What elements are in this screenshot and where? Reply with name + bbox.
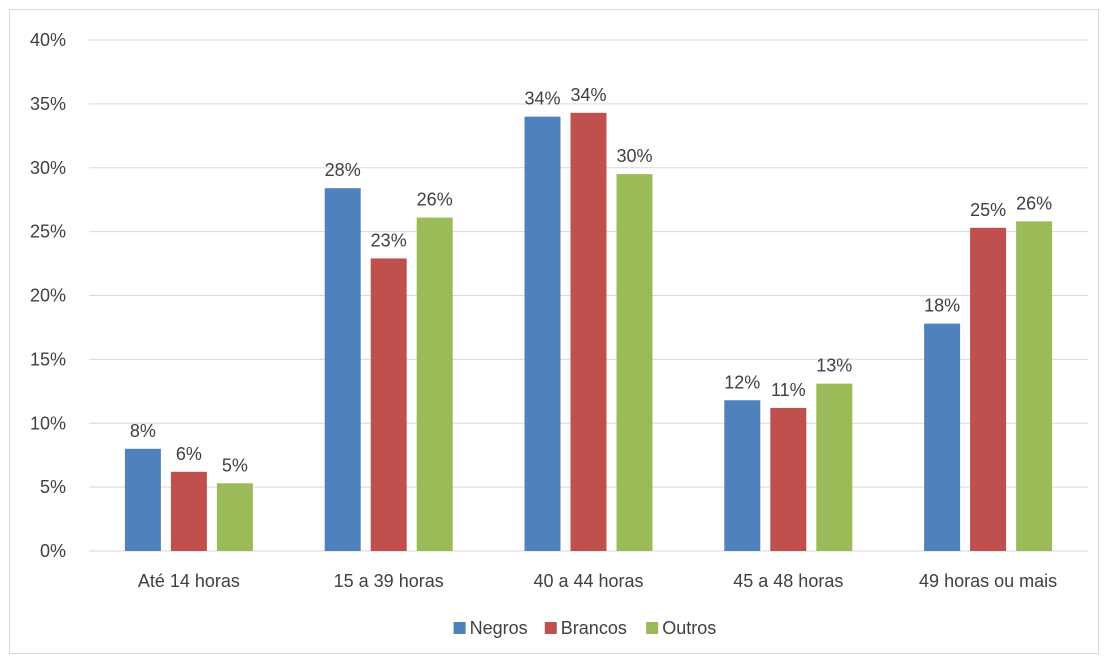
legend-swatch-brancos [544, 622, 557, 634]
bar-outros [816, 383, 853, 551]
data-label: 26% [417, 190, 453, 210]
data-label: 5% [222, 455, 248, 475]
y-tick-label: 15% [30, 349, 66, 369]
bar-outros [616, 174, 653, 551]
legend-label-negros: Negros [470, 618, 528, 638]
bar-outros [1016, 221, 1053, 551]
legend-label-outros: Outros [662, 618, 716, 638]
data-label: 30% [616, 146, 652, 166]
x-category-label: Até 14 horas [138, 571, 240, 591]
bar-outros [216, 483, 253, 551]
y-tick-label: 30% [30, 158, 66, 178]
data-label: 26% [1016, 193, 1052, 213]
bar-negros [924, 323, 961, 551]
legend-label-brancos: Brancos [561, 618, 627, 638]
y-tick-label: 25% [30, 222, 66, 242]
x-category-label: 49 horas ou mais [919, 571, 1057, 591]
bar-negros [124, 448, 161, 551]
y-tick-label: 10% [30, 413, 66, 433]
y-tick-label: 35% [30, 94, 66, 114]
data-label: 6% [176, 444, 202, 464]
data-label: 34% [524, 89, 560, 109]
bar-brancos [770, 407, 807, 551]
y-tick-label: 20% [30, 286, 66, 306]
bar-negros [324, 188, 361, 551]
y-tick-label: 40% [30, 30, 66, 50]
bar-brancos [170, 471, 207, 551]
data-label: 25% [970, 200, 1006, 220]
data-label: 28% [325, 160, 361, 180]
data-label: 12% [724, 372, 760, 392]
data-label: 34% [570, 85, 606, 105]
bar-negros [524, 116, 561, 552]
bar-outros [416, 217, 453, 551]
data-label: 11% [771, 380, 806, 400]
bar-brancos [970, 227, 1007, 552]
x-category-label: 45 a 48 horas [733, 571, 843, 591]
bar-brancos [570, 112, 607, 551]
x-category-label: 40 a 44 horas [533, 571, 643, 591]
data-label: 13% [816, 356, 852, 376]
legend-swatch-outros [646, 622, 659, 634]
data-label: 18% [924, 296, 960, 316]
legend-swatch-negros [453, 622, 466, 634]
data-label: 8% [130, 421, 156, 441]
y-tick-label: 5% [40, 477, 66, 497]
data-label: 23% [371, 230, 407, 250]
bar-brancos [370, 258, 407, 551]
x-category-label: 15 a 39 horas [334, 571, 444, 591]
bar-negros [724, 400, 761, 551]
y-tick-label: 0% [40, 541, 66, 561]
